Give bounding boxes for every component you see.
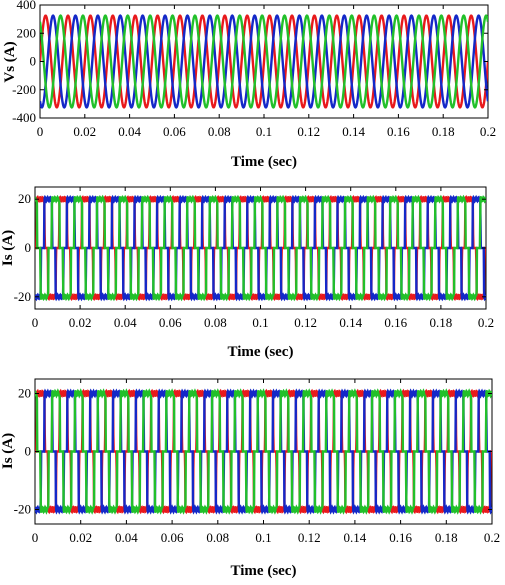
y-axis-label: Is (A) [0,230,16,266]
x-tick-label: 0.12 [297,124,320,139]
x-tick-label: 0.06 [161,530,184,545]
y-tick-label: 20 [18,386,31,401]
x-tick-label: 0.02 [73,124,96,139]
x-tick-label: 0.2 [478,315,494,330]
x-tick-label: 0.04 [118,124,141,139]
x-tick-label: 0.06 [159,315,182,330]
x-tick-label: 0 [32,530,39,545]
y-tick-label: 400 [17,0,37,12]
y-tick-label: -20 [14,502,31,517]
series-line-2 [35,388,492,515]
x-tick-label: 0.1 [255,530,271,545]
series-line-3 [35,388,492,515]
x-tick-label: 0.06 [163,124,186,139]
x-tick-label: 0.2 [480,124,496,139]
y-tick-label: 20 [18,191,31,206]
chart-panel-1: 0 0.02 0.04 0.06 0.08 0.1 0.12 0.14 0.16 0.18 0.2 4… [2,0,496,170]
series-line-3 [40,14,488,109]
y-tick-label: 0 [25,240,32,255]
chart-panel-3: 0 0.02 0.04 0.06 0.08 0.1 0.12 0.14 0.16 0.18 0.2 2… [0,378,500,579]
x-tick-label: 0.18 [432,124,455,139]
x-axis-label: Time (sec) [231,154,297,170]
y-tick-label: 0 [30,54,37,69]
x-tick-label: 0.16 [384,315,407,330]
x-tick-label: 0.14 [342,124,365,139]
series-line-2 [40,14,488,109]
series-line-1 [35,388,492,515]
x-tick-label: 0.08 [206,530,229,545]
x-axis-label: Time (sec) [228,344,294,360]
series-group [35,388,492,515]
x-tick-label: 0.16 [387,124,410,139]
y-tick-label: -200 [12,82,36,97]
x-tick-label: 0.12 [298,530,321,545]
y-tick-label: 200 [17,25,37,40]
x-axis-label: Time (sec) [231,563,297,579]
series-group [40,14,488,109]
series-group [35,194,486,302]
x-tick-label: 0.1 [256,124,272,139]
x-tick-label: 0.18 [430,315,453,330]
x-tick-label: 0.2 [484,530,500,545]
x-tick-label: 0.08 [208,124,231,139]
y-tick-label: -400 [12,110,36,125]
x-tick-label: 0.14 [339,315,362,330]
x-tick-label: 0.18 [435,530,458,545]
series-line-3 [35,194,486,302]
x-tick-label: 0.04 [114,315,137,330]
series-line-1 [35,195,486,301]
x-tick-label: 0.04 [115,530,138,545]
y-axis-label: Is (A) [0,433,16,469]
x-tick-label: 0.12 [294,315,317,330]
x-tick-label: 0 [32,315,39,330]
series-line-1 [40,14,488,109]
x-tick-label: 0.14 [344,530,367,545]
y-axis-label: Vs (A) [2,41,18,82]
series-line-2 [35,194,486,302]
x-tick-label: 0.08 [204,315,227,330]
x-tick-label: 0.02 [69,315,92,330]
y-tick-label: 0 [25,444,32,459]
x-tick-label: 0.1 [252,315,268,330]
x-tick-label: 0 [37,124,44,139]
x-tick-label: 0.16 [389,530,412,545]
x-tick-label: 0.02 [69,530,92,545]
y-tick-label: -20 [14,289,31,304]
chart-panel-2: 0 0.02 0.04 0.06 0.08 0.1 0.12 0.14 0.16 0.18 0.2 2… [0,186,494,360]
